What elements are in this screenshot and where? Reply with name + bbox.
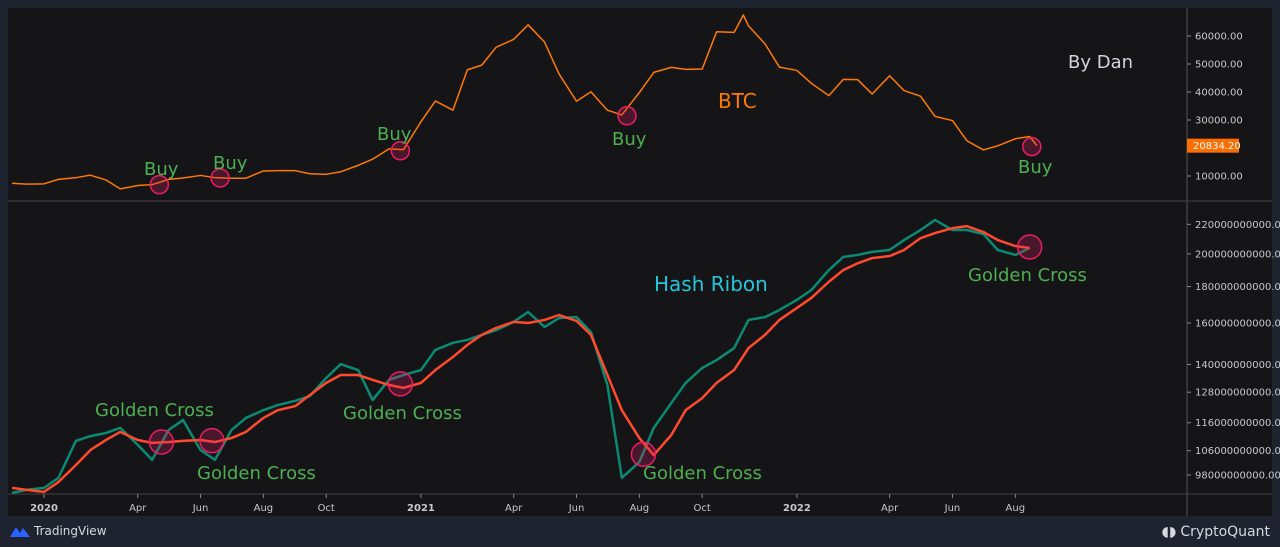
y-tick-label: 116000000000.00 [1195,418,1280,429]
x-tick-label: Oct [318,503,335,514]
golden-cross-marker [630,441,657,467]
golden-cross-marker [1016,234,1043,260]
y-tick-label: 128000000000.00 [1195,388,1280,399]
x-tick-label: Jun [568,503,585,514]
golden-cross-marker [199,427,225,454]
btc-price-axis[interactable]: 10000.00 30000.00 40000.00 50000.00 60000.00 [1187,32,1243,183]
y-tick-label: 200000000000.00 [1195,249,1280,260]
x-tick-label: Oct [694,503,711,514]
cryptoquant-icon: ◖◗ [1161,524,1177,540]
golden-cross-label: Golden Cross [643,463,762,484]
buy-marker [210,168,230,188]
x-tick-label: Aug [1006,503,1026,514]
x-tick-label: Aug [630,503,650,514]
last-price-value: 20834.20 [1193,141,1241,152]
btc-price-line [12,14,1038,190]
y-tick-label: 40000.00 [1195,88,1243,99]
buy-marker [390,141,411,161]
y-tick-label: 220000000000.00 [1195,220,1280,231]
tradingview-icon [10,527,30,537]
buy-label: Buy [213,153,248,174]
y-tick-label: 98000000000.00 [1195,471,1280,482]
hash-ribbon-fast-line [11,218,1031,495]
y-tick-label: 180000000000.00 [1195,282,1280,293]
x-tick-label: Jun [192,503,209,514]
x-tick-label: Apr [881,503,899,514]
y-tick-label: 106000000000.00 [1195,446,1280,457]
golden-cross-label: Golden Cross [343,403,462,424]
y-tick-label: 30000.00 [1195,116,1243,127]
hash-ribbon-slow-line [11,224,1030,494]
cryptoquant-logo[interactable]: ◖◗ CryptoQuant [1162,524,1270,540]
hash-price-axis[interactable]: 98000000000.00 106000000000.00 11600000000… [1187,220,1280,482]
annotation-labels: Buy Buy Buy Buy Buy Golden Cross Golden … [95,124,1087,484]
x-tick-label: Jun [944,503,961,514]
buy-marker [149,174,170,195]
golden-cross-label: Golden Cross [968,265,1087,286]
y-tick-label: 60000.00 [1195,32,1243,43]
y-tick-label: 140000000000.00 [1195,360,1280,371]
hash-ribbon-title: Hash Ribon [654,272,768,296]
y-tick-label: 50000.00 [1195,60,1243,71]
x-tick-label: 2021 [407,503,435,514]
hash-pane [11,218,1031,495]
buy-label: Buy [1018,157,1053,178]
golden-cross-marker [387,371,414,397]
buy-label: Buy [377,124,412,145]
x-tick-label: Apr [505,503,523,514]
cryptoquant-label: CryptoQuant [1180,524,1270,540]
markers [148,106,1043,467]
x-tick-label: Apr [129,503,147,514]
x-tick-label: 2020 [30,503,58,514]
golden-cross-marker [148,429,175,455]
tradingview-logo[interactable]: TradingView [10,524,107,538]
buy-marker [1022,136,1042,157]
golden-cross-label: Golden Cross [95,400,214,421]
golden-cross-label: Golden Cross [197,463,316,484]
y-tick-label: 10000.00 [1195,172,1243,183]
x-tick-label: 2022 [783,503,811,514]
last-price-badge: 20834.20 [1187,138,1241,153]
buy-label: Buy [612,129,647,150]
btc-pane [12,14,1038,190]
buy-label: Buy [144,159,179,180]
time-axis[interactable]: 2020 Apr Jun Aug Oct 2021 Apr Jun Aug Oct 2022 Apr J… [30,494,1025,514]
y-tick-label: 160000000000.00 [1195,319,1280,330]
credit-label: By Dan [1068,52,1133,73]
tradingview-label: TradingView [34,524,107,538]
buy-marker [617,106,637,126]
x-tick-label: Aug [254,503,274,514]
btc-title: BTC [718,89,757,113]
